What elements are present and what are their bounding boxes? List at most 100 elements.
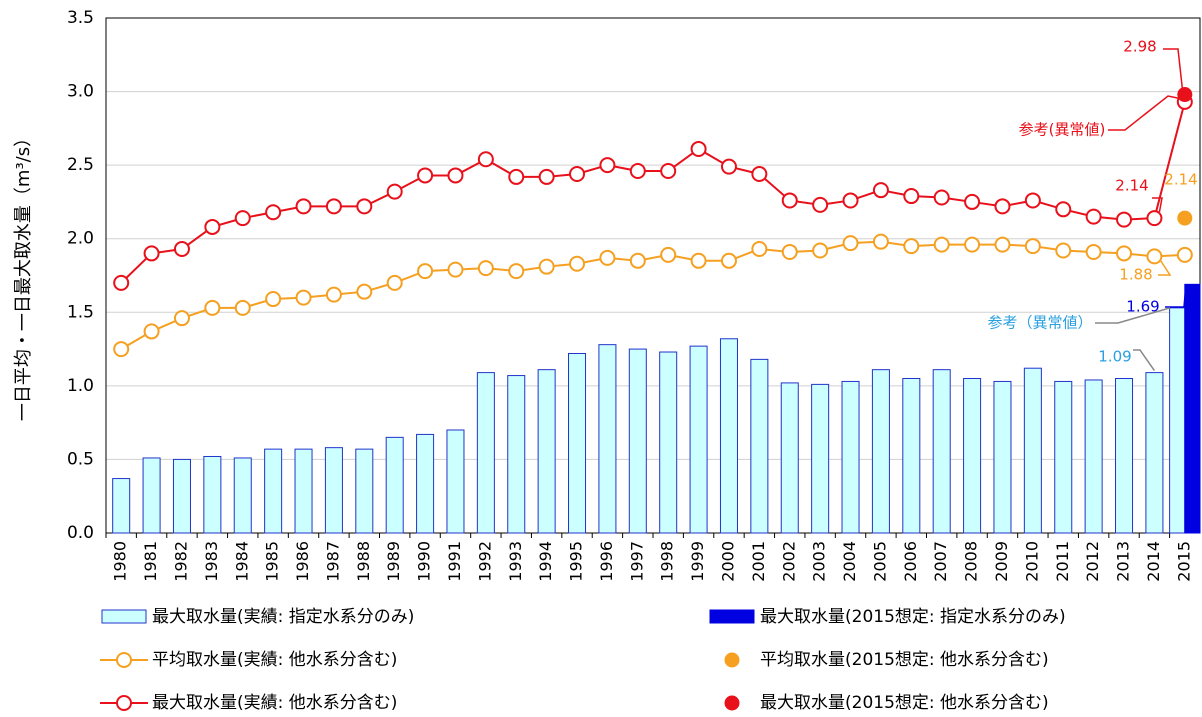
x-tick-label: 1985 [263, 541, 282, 582]
marker [629, 252, 646, 269]
point [1177, 87, 1193, 103]
x-tick-label: 1990 [415, 541, 434, 582]
x-tick-label: 1991 [445, 541, 464, 582]
marker [751, 241, 768, 258]
annotation: 参考（異常値） [987, 314, 1092, 332]
bar [294, 448, 313, 534]
x-tick-label: 1993 [506, 541, 525, 582]
y-axis-title: 一日平均・一日最大取水量（m³/s） [13, 129, 34, 421]
marker [690, 252, 707, 269]
x-tick-label: 1989 [384, 541, 403, 582]
leader-line [1133, 349, 1156, 372]
x-tick-label: 2014 [1144, 541, 1163, 582]
marker [265, 204, 282, 221]
marker [113, 341, 130, 358]
bar [112, 478, 131, 534]
marker [143, 245, 160, 262]
legend-label: 最大取水量(2015想定: 指定水系分のみ) [760, 607, 1066, 627]
marker [1176, 246, 1193, 263]
line [120, 240, 1185, 350]
marker [113, 274, 130, 291]
legend-swatch [101, 609, 147, 624]
marker [447, 167, 464, 184]
data-label: 1.69 [1126, 298, 1159, 316]
bar [1145, 372, 1164, 534]
bar [811, 383, 830, 534]
bar [537, 369, 556, 534]
leader-line [1095, 307, 1171, 324]
marker [872, 182, 889, 199]
leader-line [1165, 284, 1187, 308]
legend-swatch [724, 695, 740, 711]
marker [1024, 192, 1041, 209]
bar [233, 457, 252, 534]
marker [599, 157, 616, 174]
bar [1169, 307, 1186, 534]
marker [508, 168, 525, 185]
marker [812, 242, 829, 259]
data-label: 2.14 [1164, 171, 1197, 189]
marker [143, 323, 160, 340]
bar [993, 380, 1012, 534]
marker [356, 198, 373, 215]
bar [689, 345, 708, 534]
marker [204, 299, 221, 316]
x-tick-label: 1999 [688, 541, 707, 582]
x-tick-label: 1992 [475, 541, 494, 582]
x-tick-label: 1981 [141, 541, 160, 582]
marker [325, 198, 342, 215]
marker [1024, 238, 1041, 255]
x-tick-label: 1982 [171, 541, 190, 582]
marker [265, 291, 282, 308]
data-label: 1.09 [1098, 348, 1131, 366]
y-tick-label: 1.5 [67, 302, 94, 322]
marker [173, 241, 190, 258]
y-tick-label: 2.5 [67, 155, 94, 175]
data-label: 2.98 [1123, 38, 1156, 56]
marker [1116, 211, 1133, 228]
x-tick-label: 1998 [658, 541, 677, 582]
leader-line [1108, 95, 1181, 131]
legend-label: 平均取水量(2015想定: 他水系分含む) [760, 650, 1049, 670]
bar [598, 344, 617, 534]
leader-line [1152, 197, 1163, 213]
marker [872, 233, 889, 250]
legend-label: 最大取水量(実績: 指定水系分のみ) [152, 607, 414, 627]
legend-label: 最大取水量(2015想定: 他水系分含む) [760, 693, 1049, 713]
bar [203, 455, 222, 534]
bar [264, 448, 283, 534]
x-tick-label: 2000 [718, 541, 737, 582]
y-tick-label: 0.0 [67, 523, 94, 543]
legend-swatch [116, 695, 132, 711]
marker [569, 255, 586, 272]
bar [719, 338, 738, 534]
bar [1115, 378, 1134, 534]
x-tick-label: 2003 [810, 541, 829, 582]
x-tick-label: 2011 [1053, 541, 1072, 582]
marker [629, 163, 646, 180]
marker [204, 218, 221, 235]
y-tick-label: 2.0 [67, 229, 94, 249]
data-label: 1.88 [1119, 266, 1152, 284]
bar [750, 358, 769, 534]
legend-label: 平均取水量(実績: 他水系分含む) [152, 650, 397, 670]
bar [355, 448, 374, 534]
y-tick-label: 3.0 [67, 82, 94, 102]
x-tick-label: 2004 [840, 541, 859, 582]
x-tick-label: 2015 [1174, 541, 1193, 582]
marker [477, 151, 494, 168]
marker [903, 238, 920, 255]
legend-swatch [116, 652, 132, 668]
marker [295, 289, 312, 306]
marker [477, 260, 494, 277]
point [1177, 210, 1193, 226]
bar [659, 351, 678, 534]
x-tick-label: 1995 [567, 541, 586, 582]
leader-line [1158, 259, 1172, 276]
marker [447, 261, 464, 278]
bar [628, 348, 647, 534]
marker [1116, 245, 1133, 262]
marker [751, 165, 768, 182]
marker [1146, 210, 1163, 227]
marker [1146, 248, 1163, 265]
